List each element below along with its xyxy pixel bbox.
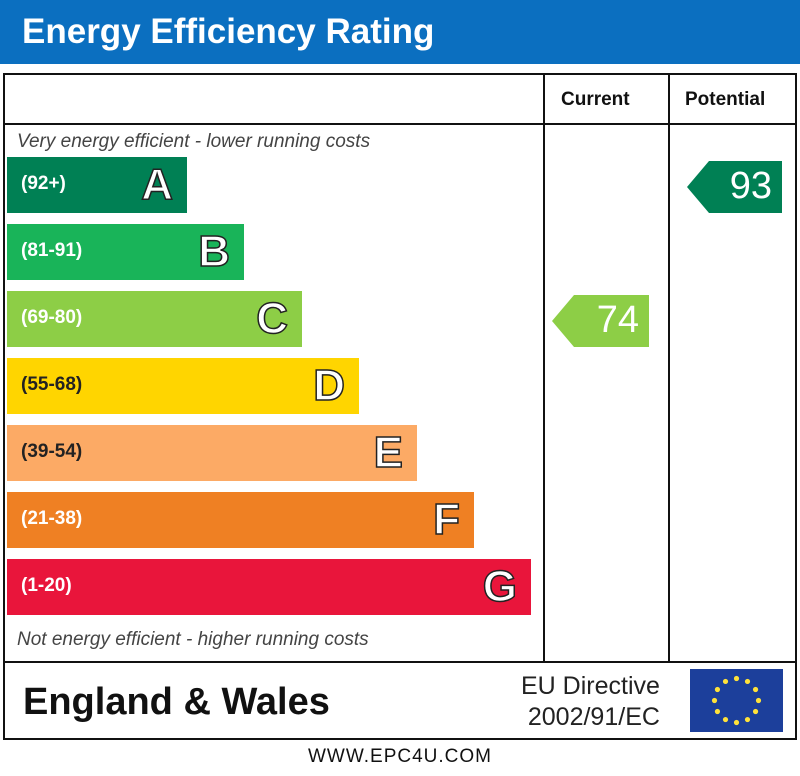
top-note: Very energy efficient - lower running co… (17, 131, 371, 152)
band-c: (69-80) C (7, 291, 302, 347)
band-range: (92+) (21, 173, 66, 194)
column-header-current: Current (561, 89, 630, 110)
bottom-note: Not energy efficient - higher running co… (17, 629, 369, 650)
band-g: (1-20) G (7, 559, 531, 615)
divider (5, 123, 795, 125)
band-a: (92+) A (7, 157, 187, 213)
band-letter: G (482, 561, 518, 612)
star-icon (752, 686, 759, 693)
star-icon (733, 719, 740, 726)
band-range: (39-54) (21, 441, 83, 462)
current-rating-arrow: 74 (552, 295, 649, 347)
potential-rating-arrow: 93 (687, 161, 782, 213)
directive-line1: EU Directive (521, 672, 660, 700)
star-icon (744, 678, 751, 685)
directive-line2: 2002/91/EC (527, 703, 660, 731)
star-icon (714, 708, 721, 715)
band-letter: A (140, 159, 173, 210)
page-title: Energy Efficiency Rating (22, 12, 435, 51)
band-letter: E (373, 427, 404, 478)
current-value: 74 (596, 299, 639, 341)
star-icon (722, 716, 729, 723)
star-icon (711, 697, 718, 704)
star-icon (755, 697, 762, 704)
star-icon (714, 686, 721, 693)
divider (5, 661, 795, 663)
band-d: (55-68) D (7, 358, 359, 414)
band-b: (81-91) B (7, 224, 244, 280)
band-range: (21-38) (21, 508, 83, 529)
band-letter: B (197, 226, 230, 277)
divider (543, 75, 545, 663)
rating-table: Current Potential Very energy efficient … (3, 73, 797, 740)
band-letter: D (312, 360, 345, 411)
eu-flag-icon (690, 669, 783, 732)
band-letter: F (432, 494, 460, 545)
band-range: (81-91) (21, 240, 83, 261)
star-icon (722, 678, 729, 685)
band-range: (1-20) (21, 575, 72, 596)
band-letter: C (255, 293, 288, 344)
band-range: (55-68) (21, 374, 83, 395)
band-e: (39-54) E (7, 425, 417, 481)
region-label: England & Wales (23, 681, 330, 723)
band-range: (69-80) (21, 307, 83, 328)
band-f: (21-38) F (7, 492, 474, 548)
star-icon (733, 675, 740, 682)
header-bar: Energy Efficiency Rating (0, 0, 800, 64)
star-icon (752, 708, 759, 715)
column-header-potential: Potential (685, 89, 766, 110)
watermark: WWW.EPC4U.COM (308, 746, 492, 767)
star-icon (744, 716, 751, 723)
potential-value: 93 (729, 165, 772, 207)
divider (668, 75, 670, 663)
